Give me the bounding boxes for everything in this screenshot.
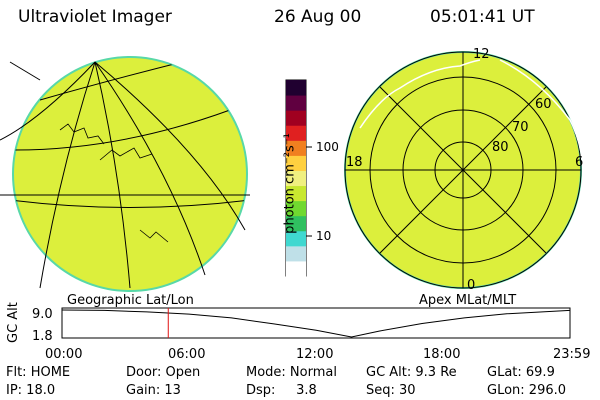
colorbar-swatch (286, 80, 306, 96)
colorbar-swatch (286, 95, 306, 111)
mlat-label-70: 70 (512, 120, 529, 135)
left-panel-caption: Geographic Lat/Lon (67, 293, 194, 308)
colorbar-swatch (286, 125, 306, 141)
altitude-timeline (61, 307, 571, 339)
colorbar-swatch (286, 215, 306, 232)
mlat-label-80: 80 (492, 140, 509, 155)
status-dsp: Dsp: 3.8 (246, 383, 317, 398)
colorbar-unit-label: photon cm⁻²s⁻¹ (282, 133, 298, 234)
mlt-label-18: 18 (346, 155, 363, 170)
status-flight: Flt: HOME (6, 365, 71, 380)
colorbar-tick-100: 100 (316, 140, 339, 154)
status-glat: GLat: 69.9 (487, 365, 555, 380)
status-door: Door: Open (126, 365, 201, 380)
timeline-ytick-1-8: 1.8 (32, 329, 53, 344)
instrument-title: Ultraviolet Imager (18, 7, 172, 27)
status-mode: Mode: Normal (246, 365, 337, 380)
mlt-label-6: 6 (575, 155, 584, 170)
date-label: 26 Aug 00 (274, 7, 362, 27)
colorbar-swatch (286, 170, 306, 187)
right-panel-caption: Apex MLat/MLT (419, 293, 517, 308)
colorbar-tick-10: 10 (316, 229, 332, 243)
timeline-ytick-9: 9.0 (32, 307, 53, 322)
colorbar-swatch (286, 185, 306, 202)
status-gc-alt: GC Alt: 9.3 Re (366, 365, 457, 380)
colorbar-swatch (286, 140, 306, 156)
status-glon: GLon: 296.0 (487, 383, 567, 398)
timeline-xtick-0000: 00:00 (45, 347, 83, 362)
colorbar-swatch (286, 260, 306, 277)
magnetic-polar-grid (344, 51, 583, 289)
geographic-globe (0, 56, 250, 292)
timeline-ylabel: GC Alt (6, 302, 21, 343)
timeline-xtick-0600: 06:00 (168, 347, 206, 362)
mlt-label-12: 12 (473, 47, 490, 62)
timeline-xtick-1800: 18:00 (423, 347, 461, 362)
colorbar-swatch (286, 155, 306, 171)
timeline-xtick-1200: 12:00 (296, 347, 334, 362)
time-label: 05:01:41 UT (430, 7, 535, 27)
status-gain: Gain: 13 (126, 383, 181, 398)
colorbar-swatch (286, 110, 306, 126)
status-seq: Seq: 30 (366, 383, 416, 398)
mlt-label-0: 0 (467, 278, 476, 293)
timeline-xtick-2359: 23:59 (553, 347, 591, 362)
mlat-label-60: 60 (535, 97, 552, 112)
colorbar-swatch (286, 230, 306, 247)
colorbar-swatch (286, 200, 306, 217)
colorbar-swatch (286, 245, 306, 262)
status-ip: IP: 18.0 (6, 383, 56, 398)
image-panels (0, 51, 583, 292)
colorbar (285, 79, 312, 277)
